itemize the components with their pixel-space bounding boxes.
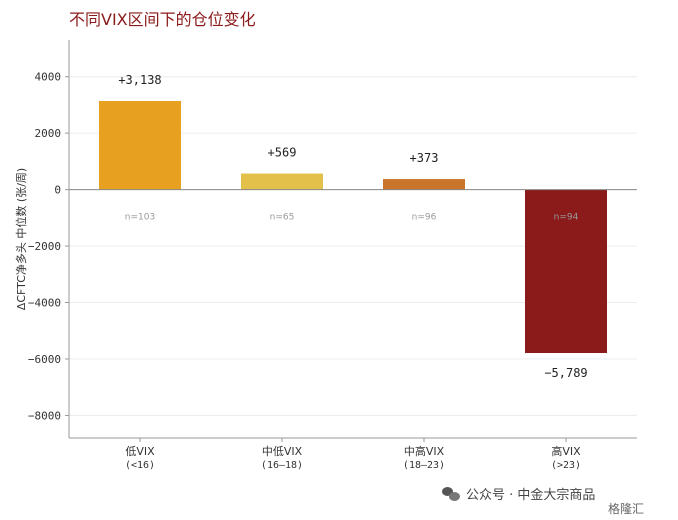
y-tick-label: −8000 <box>28 409 61 422</box>
x-tick-sublabel: (18–23) <box>403 460 445 471</box>
y-tick-label: −4000 <box>28 297 61 310</box>
sample-size-label: n=103 <box>125 213 155 223</box>
wechat-icon <box>442 486 460 501</box>
x-tick-label: 高VIX <box>551 444 581 458</box>
sample-size-label: n=94 <box>554 213 579 223</box>
bar <box>241 173 323 190</box>
bar <box>99 101 181 190</box>
value-label: +569 <box>268 146 297 160</box>
x-tick-sublabel: (>23) <box>551 460 581 471</box>
value-label: +3,138 <box>118 73 161 87</box>
x-tick-sublabel: (<16) <box>125 460 155 471</box>
watermark: 公众号 · 中金大宗商品 <box>442 484 595 503</box>
value-label: −5,789 <box>544 366 587 380</box>
x-tick-label: 低VIX <box>125 445 155 458</box>
y-tick-label: 0 <box>54 184 61 197</box>
bar <box>383 179 465 190</box>
x-tick-label: 中低VIX <box>262 445 303 458</box>
y-tick-label: −2000 <box>28 240 61 253</box>
sample-size-label: n=96 <box>412 213 437 223</box>
sample-size-label: n=65 <box>270 213 295 223</box>
y-tick-label: −6000 <box>28 353 61 366</box>
brand-logo: 格隆汇 <box>608 502 645 516</box>
bar <box>525 189 607 354</box>
y-axis-label: ΔCFTC净多头 中位数 (张/周) <box>14 168 28 310</box>
watermark-text: 公众号 · 中金大宗商品 <box>466 488 596 503</box>
x-tick-label: 中高VIX <box>404 444 445 458</box>
y-tick-label: 2000 <box>35 127 62 140</box>
chart-title: 不同VIX区间下的仓位变化 <box>69 10 256 29</box>
x-tick-sublabel: (16–18) <box>261 460 303 471</box>
value-label: +373 <box>410 151 439 165</box>
y-tick-label: 4000 <box>35 71 62 84</box>
